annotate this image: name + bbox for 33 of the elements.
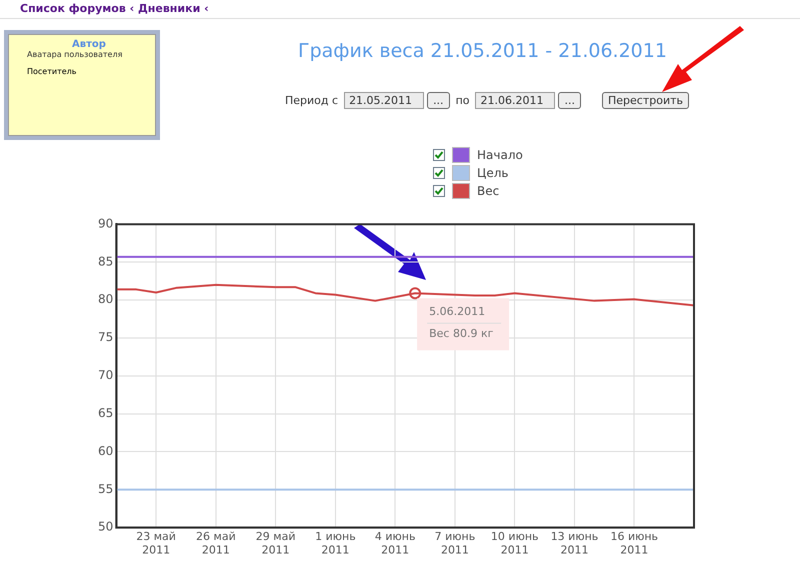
y-tick-label: 65 [98,406,114,420]
annotation: Вес 80.9 кг [429,327,494,340]
y-tick-label: 90 [98,216,114,230]
text: Перестроить [602,92,689,109]
y-tick-label: 55 [98,482,114,496]
chart-title: График веса 21.05.2011 - 21.06.2011 [298,40,667,62]
y-tick-label: 80 [98,292,114,306]
y-tick-label: 70 [98,368,114,382]
y-tick-label: 50 [98,520,114,534]
text: 21.06.2011 [475,92,556,109]
text: Период с [285,94,338,107]
x-tick-label: 16 июнь 2011 [610,530,658,556]
x-tick-label: 7 июнь 2011 [434,530,476,556]
y-tick-label: 60 [98,444,114,458]
legend-label: Вес [477,184,500,198]
x-tick-label: 1 июнь 2011 [315,530,356,556]
legend-label: Начало [477,148,523,162]
x-tick-label: 10 июнь 2011 [490,530,538,556]
y-tick-label: 85 [98,254,114,268]
profile-card: Автор Аватара пользователя Посетитель [4,30,160,140]
x-tick-label: 23 май 2011 [136,530,176,556]
text: ... [558,92,581,109]
y-tick-label: 75 [98,330,114,344]
text: ... [427,92,450,109]
x-tick-label: 29 май 2011 [256,530,296,556]
annotation: 5.06.2011 [429,305,486,318]
x-tick-label: 4 июнь 2011 [374,530,416,556]
text: Список форумов ‹ Дневники ‹ [20,2,209,15]
text: 21.05.2011 [344,92,424,109]
x-tick-label: 13 июнь 2011 [550,530,598,556]
legend-label: Цель [477,166,508,180]
text: по [456,94,470,107]
x-tick-label: 26 май 2011 [196,530,236,556]
